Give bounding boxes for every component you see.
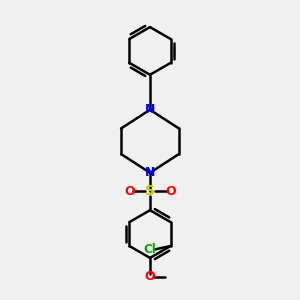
Text: O: O xyxy=(165,185,176,198)
Text: Cl: Cl xyxy=(144,243,157,256)
Text: S: S xyxy=(145,184,155,199)
Text: O: O xyxy=(124,185,135,198)
Text: O: O xyxy=(145,270,155,283)
Text: N: N xyxy=(145,103,155,116)
Text: N: N xyxy=(145,166,155,179)
